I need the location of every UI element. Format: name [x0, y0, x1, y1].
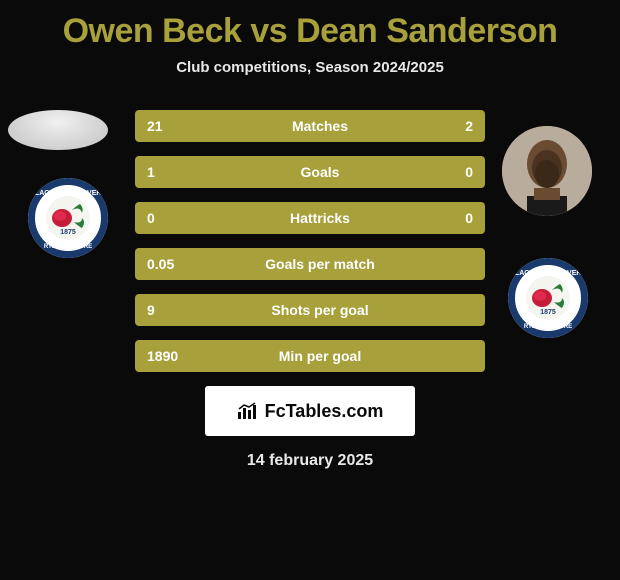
- club-badge-left: BLACKBURN ROVERS RTE ET LABORE 1875: [28, 178, 108, 258]
- stat-left-value: 1: [147, 164, 227, 180]
- stat-left-value: 1890: [147, 348, 227, 364]
- branding-text: FcTables.com: [265, 401, 384, 422]
- stat-left-value: 0: [147, 210, 227, 226]
- stat-row: 21 Matches 2: [135, 110, 485, 142]
- stat-left-value: 9: [147, 302, 227, 318]
- stat-right-value: 0: [413, 210, 473, 226]
- stat-row: 9 Shots per goal: [135, 294, 485, 326]
- svg-text:1875: 1875: [540, 309, 556, 316]
- blackburn-badge-icon: BLACKBURN ROVERS RTE ET LABORE 1875: [28, 178, 108, 258]
- stat-row: 0 Hattricks 0: [135, 202, 485, 234]
- svg-text:1875: 1875: [60, 229, 76, 236]
- page-title: Owen Beck vs Dean Sanderson: [0, 0, 620, 51]
- stat-rows: 21 Matches 2 1 Goals 0 0 Hattricks 0 0.0…: [135, 110, 485, 372]
- stat-row: 1890 Min per goal: [135, 340, 485, 372]
- stat-left-value: 21: [147, 118, 227, 134]
- player-right-photo: [502, 126, 592, 216]
- comparison-content: BLACKBURN ROVERS RTE ET LABORE 1875 BLAC…: [0, 110, 620, 470]
- stat-right-value: 0: [413, 164, 473, 180]
- subtitle: Club competitions, Season 2024/2025: [0, 59, 620, 76]
- stat-label: Min per goal: [227, 348, 413, 364]
- svg-text:RTE ET LABORE: RTE ET LABORE: [44, 244, 92, 250]
- stat-label: Hattricks: [227, 210, 413, 226]
- player-avatar-icon: [502, 126, 592, 216]
- stat-label: Matches: [227, 118, 413, 134]
- svg-text:RTE ET LABORE: RTE ET LABORE: [524, 324, 572, 330]
- svg-text:BLACKBURN ROVERS: BLACKBURN ROVERS: [510, 270, 587, 277]
- stat-right-value: 2: [413, 118, 473, 134]
- stat-label: Goals: [227, 164, 413, 180]
- date-text: 14 february 2025: [0, 452, 620, 470]
- club-badge-right: BLACKBURN ROVERS RTE ET LABORE 1875: [508, 258, 588, 338]
- stat-left-value: 0.05: [147, 256, 227, 272]
- chart-icon: [237, 402, 259, 420]
- stat-label: Shots per goal: [227, 302, 413, 318]
- stat-label: Goals per match: [227, 256, 413, 272]
- branding-badge: FcTables.com: [205, 386, 415, 436]
- stat-row: 1 Goals 0: [135, 156, 485, 188]
- player-left-photo: [8, 110, 108, 150]
- blackburn-badge-icon: BLACKBURN ROVERS RTE ET LABORE 1875: [508, 258, 588, 338]
- svg-text:BLACKBURN ROVERS: BLACKBURN ROVERS: [30, 190, 107, 197]
- stat-row: 0.05 Goals per match: [135, 248, 485, 280]
